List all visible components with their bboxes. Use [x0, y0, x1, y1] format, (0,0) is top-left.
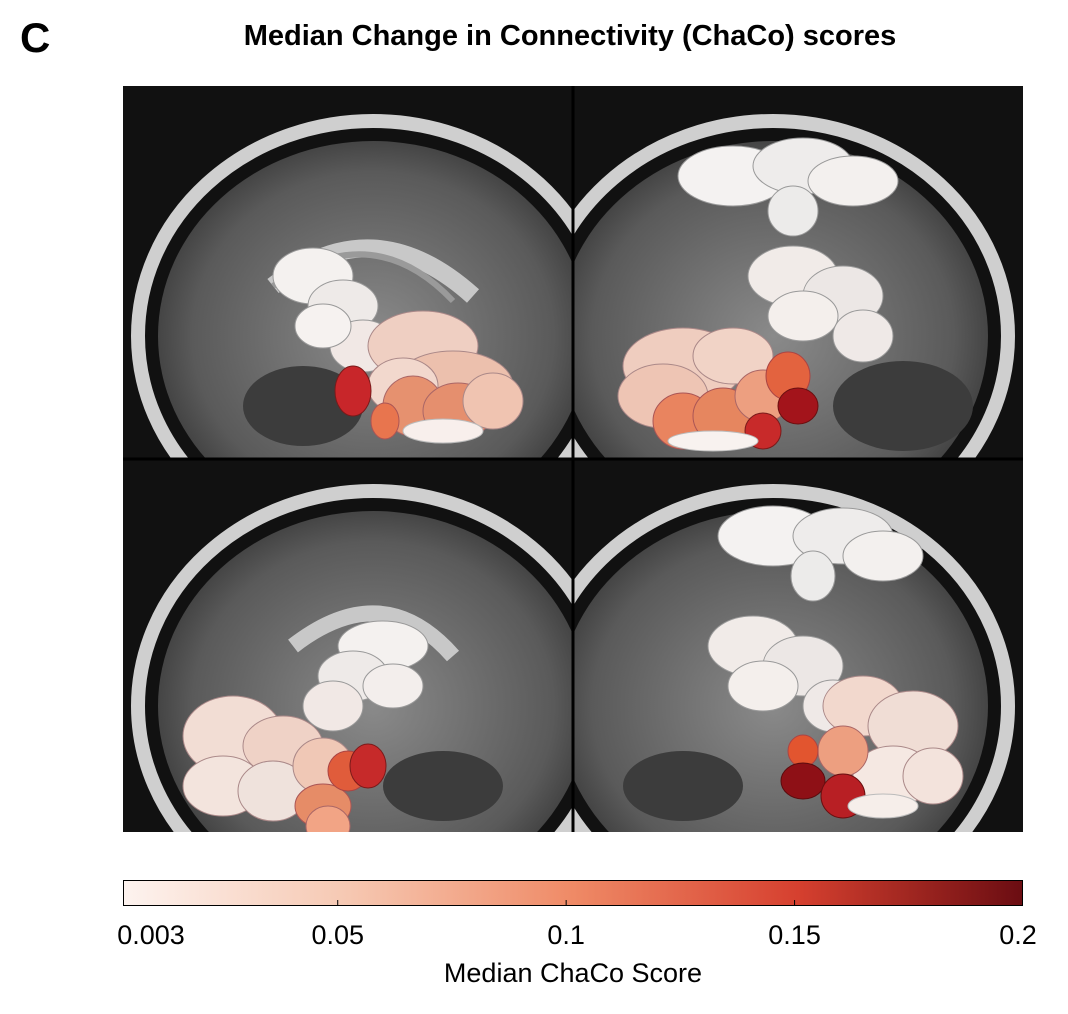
- view-bottom-left: [123, 459, 573, 832]
- figure-title: Median Change in Connectivity (ChaCo) sc…: [243, 20, 897, 52]
- parcel-cluster-warm: [334, 310, 524, 444]
- colorbar-tick-label: 0.2: [999, 920, 1037, 950]
- colorbar-tick-label: 0.003: [117, 920, 185, 950]
- parcel-cluster-cortex: [677, 137, 899, 237]
- colorbar: [123, 880, 1023, 906]
- brain-views-svg: [123, 86, 1023, 832]
- colorbar-label: Median ChaCo Score: [443, 958, 703, 988]
- colorbar-tick-label: 0.05: [311, 920, 364, 950]
- brain-views-grid: [123, 86, 1023, 832]
- parcel-cluster-lower: [182, 695, 387, 832]
- view-bottom-right: [573, 459, 1023, 832]
- parcel-cluster-cerebellum: [617, 327, 819, 452]
- colorbar-ticks: [123, 900, 1023, 906]
- view-top-right: [573, 86, 1023, 459]
- view-top-left: [123, 86, 573, 459]
- parcel-cluster-upper: [302, 620, 429, 732]
- parcel-cluster-cortex-bottom: [717, 505, 924, 602]
- panel-letter: C: [20, 14, 51, 61]
- parcel-cluster-cerebellum-bottom: [780, 675, 964, 819]
- parcel-cluster-subcortex: [747, 245, 894, 363]
- colorbar-tick-label: 0.1: [547, 920, 585, 950]
- colorbar-tick-label: 0.15: [768, 920, 821, 950]
